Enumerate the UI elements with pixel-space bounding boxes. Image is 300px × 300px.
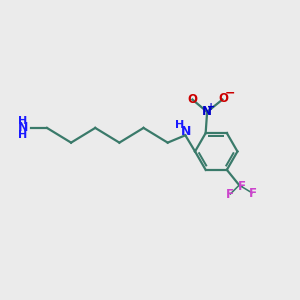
Text: H: H	[18, 130, 27, 140]
Text: H: H	[176, 120, 185, 130]
Text: H: H	[18, 116, 27, 126]
Text: +: +	[208, 102, 216, 112]
Text: N: N	[202, 105, 212, 119]
Text: O: O	[188, 93, 197, 106]
Text: −: −	[225, 87, 236, 100]
Text: F: F	[238, 180, 246, 193]
Text: N: N	[181, 125, 191, 138]
Text: O: O	[219, 92, 229, 106]
Text: N: N	[18, 122, 28, 134]
Text: F: F	[248, 187, 256, 200]
Text: F: F	[226, 188, 234, 201]
